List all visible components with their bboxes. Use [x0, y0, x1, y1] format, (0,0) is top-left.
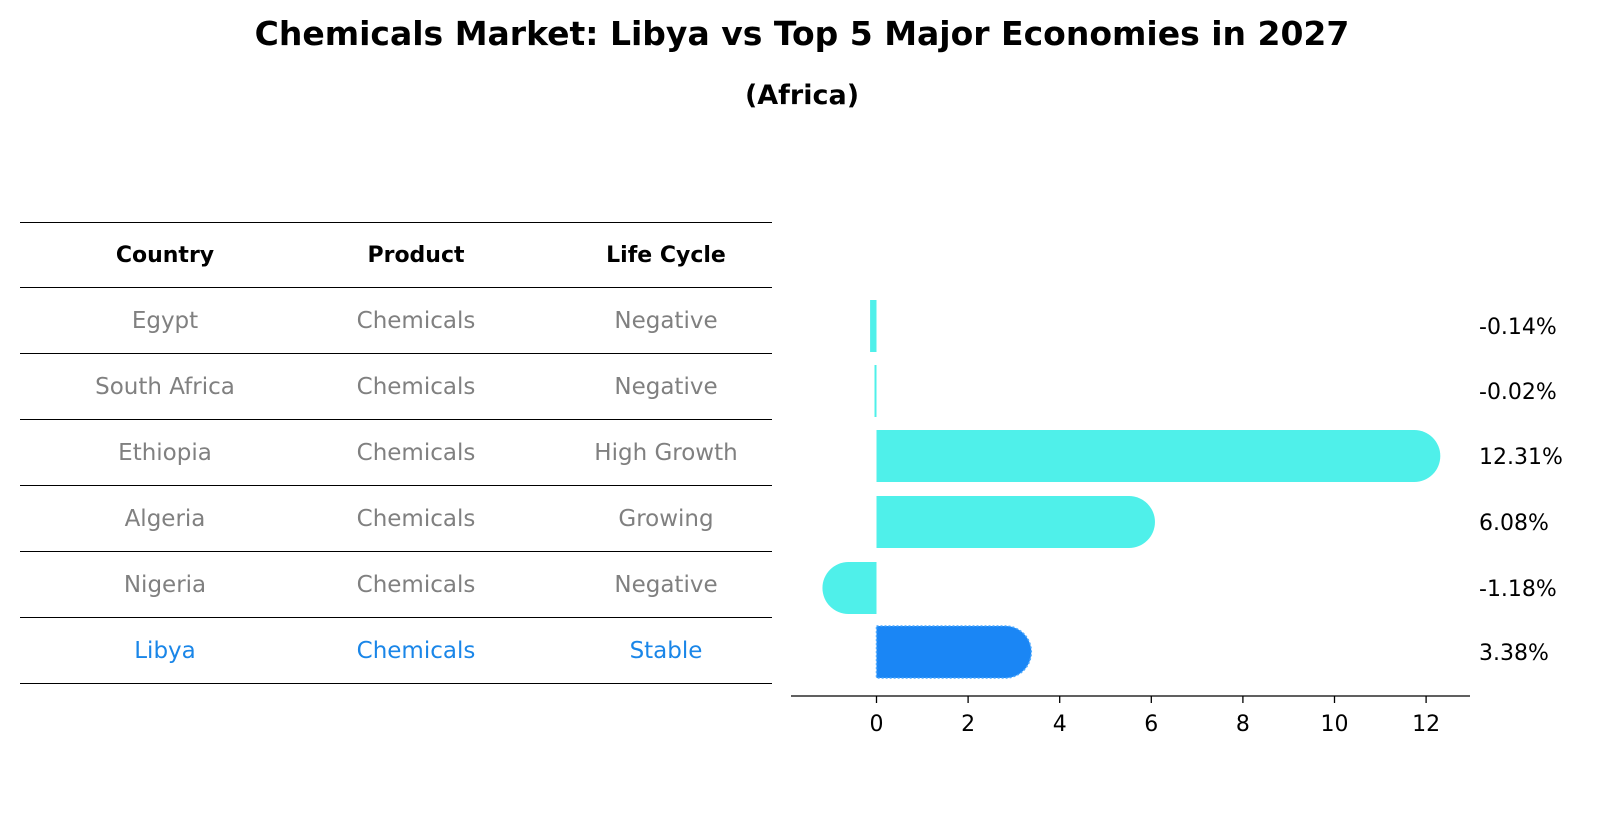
cell-country: Algeria: [124, 506, 206, 532]
cell-country: Ethiopia: [118, 440, 212, 466]
cell-life-cycle: Negative: [614, 374, 718, 400]
bar-ethiopia: [876, 430, 1441, 482]
cell-life-cycle: Growing: [618, 506, 714, 532]
cell-country: Egypt: [131, 308, 199, 334]
x-tick-label: 2: [961, 712, 975, 737]
table-row: Nigeria Chemicals Negative: [20, 552, 772, 618]
bar-algeria: [876, 496, 1155, 548]
table-row: Egypt Chemicals Negative: [20, 288, 772, 354]
value-label: -1.18%: [1479, 577, 1557, 602]
cell-life-cycle: Negative: [614, 308, 718, 334]
table-row: Ethiopia Chemicals High Growth: [20, 420, 772, 486]
cell-country: Nigeria: [123, 572, 207, 598]
table-row-highlighted: Libya Chemicals Stable: [20, 618, 772, 684]
bar-nigeria: [822, 562, 877, 614]
cell-life-cycle: High Growth: [594, 440, 738, 466]
x-tick-label: 0: [870, 712, 884, 737]
bar-egypt: [870, 300, 877, 352]
header-life-cycle: Life Cycle: [606, 243, 726, 268]
header-country: Country: [115, 243, 215, 268]
bars-group: [822, 300, 1441, 679]
value-labels-group: -0.14% -0.02% 12.31% 6.08% -1.18% 3.38%: [1479, 315, 1563, 666]
cell-product: Chemicals: [356, 506, 476, 532]
bar-libya: [875, 625, 1033, 679]
header-product: Product: [367, 243, 465, 268]
cell-country: Libya: [134, 638, 196, 664]
x-tick-label: 4: [1053, 712, 1067, 737]
cell-life-cycle: Stable: [629, 638, 703, 664]
cell-product: Chemicals: [356, 572, 476, 598]
x-tick-label: 10: [1321, 712, 1349, 737]
x-axis: 0 2 4 6 8 10 12: [791, 695, 1470, 737]
chart-subtitle: (Africa): [744, 80, 860, 111]
table-row: Algeria Chemicals Growing: [20, 486, 772, 552]
x-tick-label: 12: [1412, 712, 1440, 737]
comparison-table: Country Product Life Cycle Egypt Chemica…: [20, 222, 772, 684]
cell-product: Chemicals: [356, 308, 476, 334]
chart-title: Chemicals Market: Libya vs Top 5 Major E…: [254, 14, 1350, 53]
value-label: 3.38%: [1479, 641, 1549, 666]
value-label: -0.02%: [1479, 380, 1557, 405]
value-label: 12.31%: [1479, 445, 1563, 470]
table-row: South Africa Chemicals Negative: [20, 354, 772, 420]
cell-product: Chemicals: [356, 440, 476, 466]
bar-south-africa: [874, 365, 877, 417]
table-header-row: Country Product Life Cycle: [20, 222, 772, 288]
cell-product: Chemicals: [356, 374, 476, 400]
cell-life-cycle: Negative: [614, 572, 718, 598]
x-tick-label: 8: [1236, 712, 1250, 737]
value-label: 6.08%: [1479, 511, 1549, 536]
value-label: -0.14%: [1479, 315, 1557, 340]
cell-country: South Africa: [95, 374, 235, 400]
x-tick-label: 6: [1144, 712, 1158, 737]
cell-product: Chemicals: [356, 638, 476, 664]
